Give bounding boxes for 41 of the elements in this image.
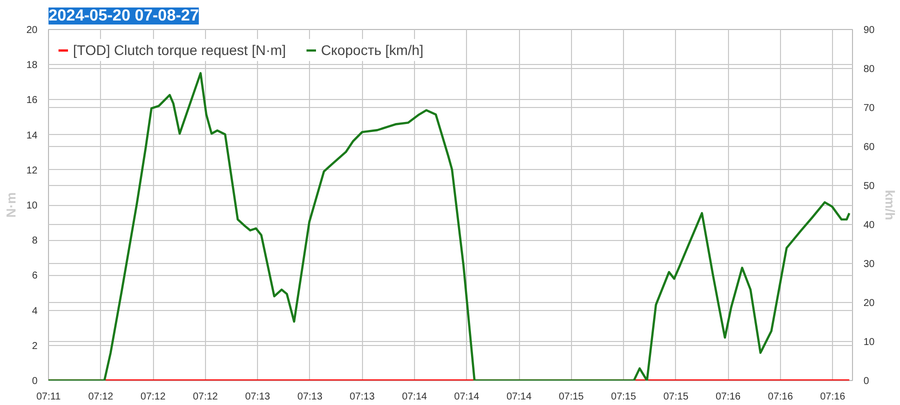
- y-tick-label: 2: [32, 340, 38, 352]
- y2-tick-label: 30: [864, 259, 876, 270]
- x-tick-label: 07:16: [768, 392, 794, 402]
- x-tick-label: 07:11: [36, 392, 62, 402]
- x-tick-label: 07:13: [245, 392, 271, 402]
- x-tick-label: 07:14: [402, 392, 428, 402]
- legend-label: [TOD] Clutch torque request [N·m]: [73, 42, 286, 58]
- x-tick-label: 07:16: [820, 392, 846, 402]
- y-tick-label: 12: [26, 165, 38, 176]
- y-tick-label: 8: [32, 236, 38, 247]
- y-tick-label: 4: [32, 306, 38, 317]
- x-tick-label: 07:12: [192, 392, 218, 402]
- x-tick-label: 07:14: [506, 392, 532, 402]
- y2-tick-label: 50: [864, 181, 876, 192]
- y-tick-label: 14: [26, 130, 38, 142]
- y2-tick-label: 40: [864, 220, 876, 231]
- x-tick-label: 07:14: [454, 392, 480, 402]
- y-tick-label: 20: [26, 25, 38, 36]
- y2-tick-label: 60: [864, 142, 876, 153]
- x-tick-label: 07:12: [88, 392, 114, 402]
- y-tick-label: 18: [26, 60, 38, 72]
- x-tick-label: 07:13: [350, 392, 376, 402]
- y2-tick-label: 80: [864, 64, 876, 75]
- y2-tick-label: 10: [864, 337, 876, 348]
- y2-tick-label: 0: [864, 376, 870, 387]
- y-tick-label: 16: [26, 95, 38, 106]
- y-tick-label: 10: [26, 200, 38, 212]
- x-tick-label: 07:16: [716, 392, 742, 402]
- x-tick-label: 07:13: [297, 392, 323, 402]
- x-tick-label: 07:12: [140, 392, 166, 402]
- x-tick-label: 07:15: [611, 392, 637, 402]
- y2-tick-label: 20: [864, 298, 876, 309]
- legend-label: Скорость [km/h]: [320, 42, 424, 58]
- x-tick-label: 07:15: [663, 392, 689, 402]
- line-series: [48, 72, 850, 380]
- x-tick-label: 07:15: [558, 392, 584, 402]
- chart-title: 2024-05-20 07-08-27: [48, 8, 199, 24]
- y-tick-label: 0: [32, 376, 38, 387]
- y2-tick-label: 90: [864, 25, 876, 36]
- y2-tick-label: 70: [864, 103, 876, 114]
- y-tick-label: 6: [32, 270, 38, 282]
